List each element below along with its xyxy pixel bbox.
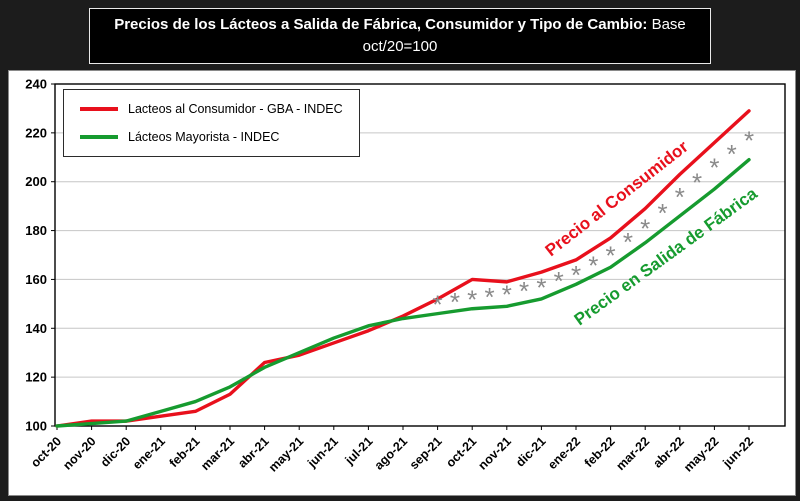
x-axis-label: nov-20 xyxy=(60,434,98,472)
legend-item-mayorista: Lácteos Mayorista - INDEC xyxy=(80,130,343,144)
chart-title-base-word: Base xyxy=(651,16,686,33)
y-axis-label: 240 xyxy=(25,77,47,92)
x-axis-label: oct-21 xyxy=(443,434,479,470)
x-axis-label: ago-21 xyxy=(372,434,410,472)
x-axis-label: jun-22 xyxy=(719,434,756,471)
series-line xyxy=(55,109,751,428)
marker-asterisk: * xyxy=(606,241,616,271)
x-axis-label: dic-21 xyxy=(513,434,548,469)
x-axis-label: oct-20 xyxy=(28,434,64,470)
marker-asterisk: * xyxy=(675,182,685,212)
series-line xyxy=(55,158,751,428)
marker-asterisk: * xyxy=(744,126,754,156)
legend-item-consumidor: Lacteos al Consumidor - GBA - INDEC xyxy=(80,102,343,116)
chart-title-line-1: Precios de los Lácteos a Salida de Fábri… xyxy=(94,14,706,36)
marker-asterisk: * xyxy=(536,272,546,302)
marker-asterisk: * xyxy=(450,287,460,317)
marker-asterisk: * xyxy=(519,276,529,306)
y-axis-label: 200 xyxy=(25,174,47,189)
marker-asterisk: * xyxy=(623,227,633,257)
y-axis-label: 160 xyxy=(25,272,47,287)
chart-title-line-2: oct/20=100 xyxy=(362,38,438,55)
x-axis-label: mar-21 xyxy=(198,434,237,473)
x-axis-label: nov-21 xyxy=(476,434,514,472)
chart-container: 100 120 140 160 180 200 220 240 oct-20 nov-20 dic-… xyxy=(8,70,796,496)
marker-asterisk: * xyxy=(692,167,702,197)
marker-asterisk: * xyxy=(554,266,564,296)
chart-title-main: Precios de los Lácteos a Salida de Fábri… xyxy=(114,16,648,33)
legend-label-mayorista: Lácteos Mayorista - INDEC xyxy=(128,130,280,144)
marker-asterisk: * xyxy=(657,198,667,228)
marker-asterisk: * xyxy=(467,285,477,315)
marker-asterisk: * xyxy=(640,214,650,244)
x-axis-label: feb-22 xyxy=(582,434,618,470)
legend-line-sample-red xyxy=(80,107,118,111)
marker-asterisk: * xyxy=(502,280,512,310)
legend-label-consumidor: Lacteos al Consumidor - GBA - INDEC xyxy=(128,102,343,116)
y-axis-label: 180 xyxy=(25,223,47,238)
x-axis-label: feb-21 xyxy=(167,434,203,470)
chart-legend: Lacteos al Consumidor - GBA - INDEC Láct… xyxy=(63,89,360,157)
x-axis-label: ene-22 xyxy=(545,434,583,472)
y-axis-label: 120 xyxy=(25,370,47,385)
x-axis-label: jun-21 xyxy=(304,434,341,471)
x-axis-label: sep-21 xyxy=(407,434,445,472)
legend-line-sample-green xyxy=(80,135,118,139)
y-axis-label: 140 xyxy=(25,321,47,336)
x-axis-label: may-21 xyxy=(266,434,306,474)
x-axis-label: may-22 xyxy=(681,434,721,474)
x-axis-label: mar-22 xyxy=(613,434,652,473)
marker-asterisk: * xyxy=(727,139,737,169)
y-axis-label: 100 xyxy=(25,419,47,434)
marker-asterisk: * xyxy=(588,250,598,280)
marker-asterisk: * xyxy=(433,289,443,319)
chart-title: Precios de los Lácteos a Salida de Fábri… xyxy=(89,8,711,64)
plot-border xyxy=(54,83,786,427)
marker-asterisk: * xyxy=(709,153,719,183)
x-axis-label: ene-21 xyxy=(130,434,168,472)
x-axis-label: dic-20 xyxy=(98,434,133,469)
y-axis-label: 220 xyxy=(25,125,47,140)
marker-asterisk: * xyxy=(484,282,494,312)
marker-asterisk: * xyxy=(571,260,581,290)
